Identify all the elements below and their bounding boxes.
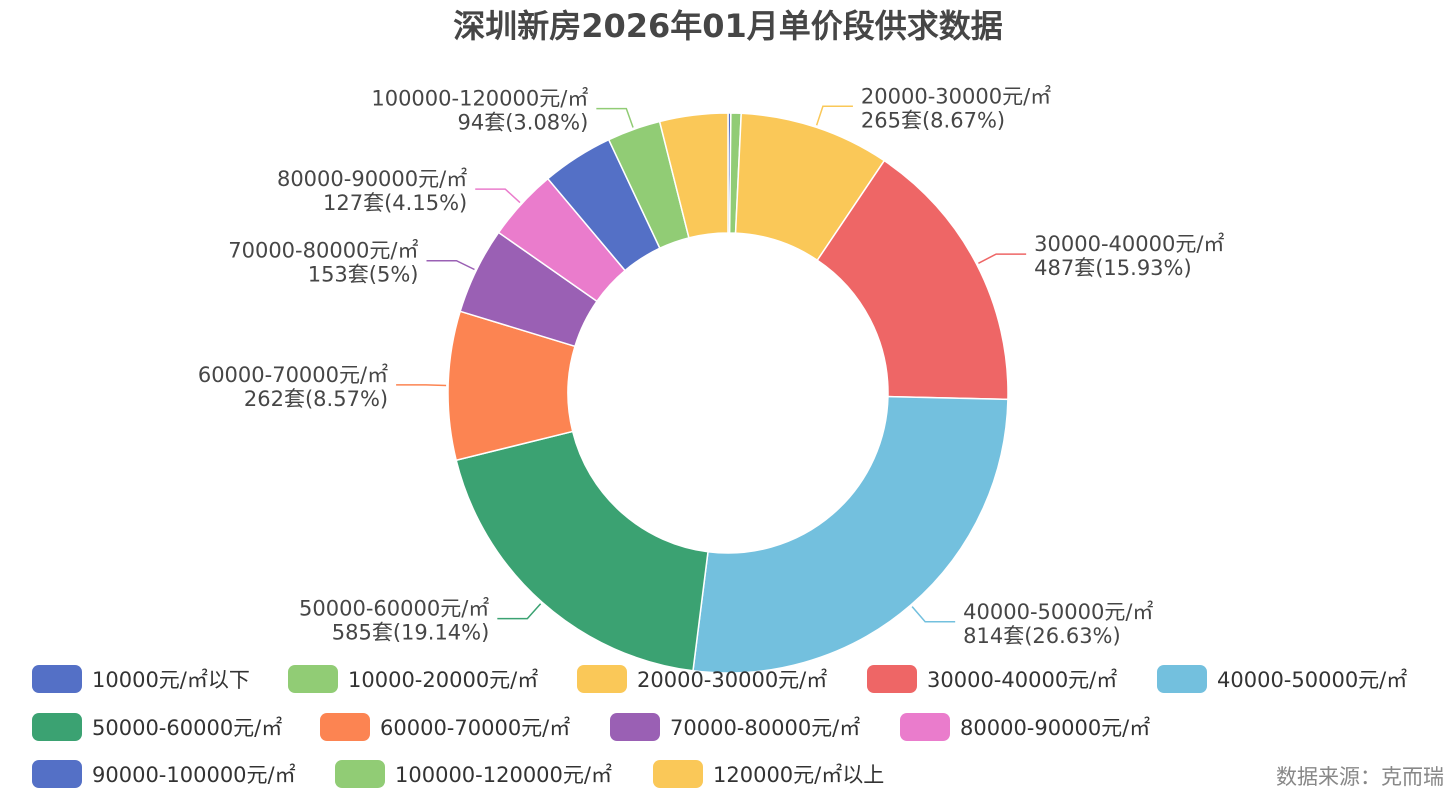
legend: 10000元/㎡以下 10000-20000元/㎡ 20000-30000元/㎡ 30… [32, 665, 1407, 788]
slice-4[interactable] [692, 395, 1009, 674]
legend-label-2[interactable]: 20000-30000元/㎡ [637, 668, 827, 692]
legend-swatch-1[interactable] [288, 665, 338, 693]
slice-label-3: 30000-40000元/㎡ [1034, 232, 1224, 256]
slice-label-4: 40000-50000元/㎡ [963, 600, 1153, 624]
legend-swatch-7[interactable] [610, 713, 660, 741]
labels-group: 20000-30000元/㎡265套(8.67%)30000-40000元/㎡4… [198, 84, 1225, 647]
slice-value-label-10: 94套(3.08%) [458, 111, 589, 135]
label-line-3 [978, 253, 1027, 264]
slice-3[interactable] [816, 159, 1009, 401]
slice-value-label-5: 585套(19.14%) [332, 621, 490, 645]
legend-swatch-11[interactable] [653, 760, 703, 788]
legend-swatch-4[interactable] [1157, 665, 1207, 693]
label-line-5 [497, 603, 542, 620]
slice-label-5: 50000-60000元/㎡ [299, 597, 489, 621]
label-line-7 [426, 259, 475, 271]
legend-swatch-0[interactable] [32, 665, 82, 693]
label-line-8 [475, 188, 521, 204]
slice-value-label-7: 153套(5%) [308, 263, 419, 287]
slice-value-label-6: 262套(8.57%) [244, 387, 388, 411]
slice-value-label-4: 814套(26.63%) [963, 624, 1121, 648]
legend-swatch-5[interactable] [32, 713, 82, 741]
label-line-4 [911, 606, 956, 623]
legend-label-1[interactable]: 10000-20000元/㎡ [348, 668, 538, 692]
slice-value-label-8: 127套(4.15%) [323, 191, 467, 215]
slice-label-6: 60000-70000元/㎡ [198, 363, 388, 387]
legend-label-11[interactable]: 120000元/㎡以上 [713, 763, 884, 787]
legend-label-5[interactable]: 50000-60000元/㎡ [92, 716, 282, 740]
label-line-10 [596, 107, 634, 128]
slice-11[interactable] [658, 112, 729, 239]
legend-swatch-2[interactable] [577, 665, 627, 693]
slice-label-2: 20000-30000元/㎡ [861, 84, 1051, 108]
legend-swatch-3[interactable] [867, 665, 917, 693]
legend-label-10[interactable]: 100000-120000元/㎡ [395, 763, 612, 787]
slice-label-10: 100000-120000元/㎡ [371, 87, 588, 111]
legend-label-7[interactable]: 70000-80000元/㎡ [670, 716, 860, 740]
legend-label-3[interactable]: 30000-40000元/㎡ [927, 668, 1117, 692]
legend-label-8[interactable]: 80000-90000元/㎡ [960, 716, 1150, 740]
slice-value-label-3: 487套(15.93%) [1034, 256, 1192, 280]
legend-label-4[interactable]: 40000-50000元/㎡ [1217, 668, 1407, 692]
legend-swatch-6[interactable] [320, 713, 370, 741]
legend-swatch-8[interactable] [900, 713, 950, 741]
chart-title: 深圳新房2026年01月单价段供求数据 [453, 7, 1003, 45]
label-line-2 [815, 105, 853, 126]
slice-5[interactable] [455, 430, 709, 672]
label-line-6 [396, 384, 447, 387]
slice-label-8: 80000-90000元/㎡ [277, 167, 467, 191]
source-note: 数据来源：克而瑞 [1276, 765, 1444, 789]
legend-label-9[interactable]: 90000-100000元/㎡ [92, 763, 296, 787]
slices-group [447, 112, 1009, 674]
legend-label-0[interactable]: 10000元/㎡以下 [92, 668, 250, 692]
legend-label-6[interactable]: 60000-70000元/㎡ [380, 716, 570, 740]
slice-value-label-2: 265套(8.67%) [861, 108, 1005, 132]
slice-label-7: 70000-80000元/㎡ [228, 239, 418, 263]
legend-swatch-9[interactable] [32, 760, 82, 788]
legend-swatch-10[interactable] [335, 760, 385, 788]
